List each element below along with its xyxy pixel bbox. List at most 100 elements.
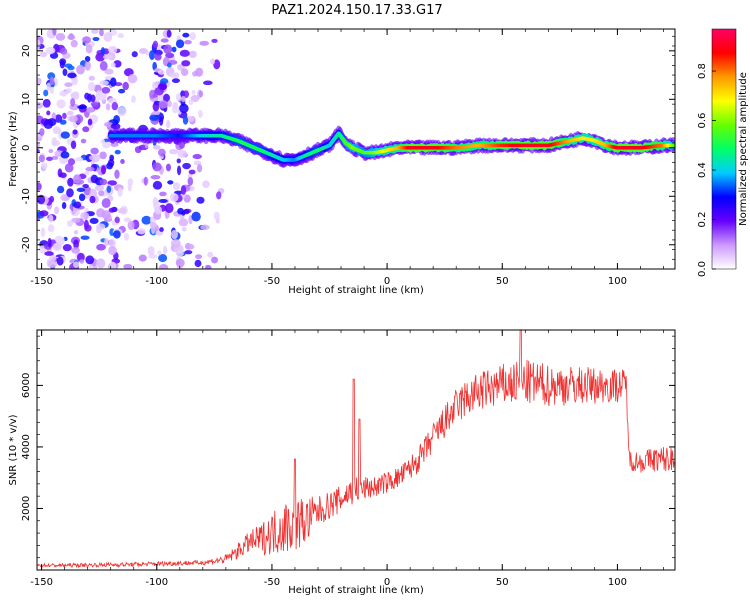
noise-speckle [82, 183, 89, 189]
noise-speckle [59, 58, 67, 66]
noise-speckle [182, 32, 190, 38]
noise-speckle [159, 227, 164, 232]
noise-speckle [187, 176, 194, 186]
noise-speckle [213, 59, 221, 70]
noise-speckle [117, 207, 127, 214]
noise-speckle [44, 251, 54, 256]
y-tick-label: 10 [21, 93, 32, 106]
noise-speckle [108, 261, 117, 269]
noise-speckle [73, 174, 82, 184]
noise-speckle [118, 88, 126, 94]
noise-speckle [127, 73, 138, 84]
noise-speckle [181, 60, 191, 67]
noise-speckle [100, 47, 105, 56]
x-tick-label: -50 [264, 577, 280, 588]
colorbar-label: Normalized spectral amplitude [738, 72, 749, 226]
noise-speckle [181, 227, 187, 232]
noise-speckle [90, 29, 99, 34]
noise-speckle [175, 93, 181, 102]
x-tick-label: -100 [145, 577, 168, 588]
noise-speckle [84, 193, 91, 199]
noise-speckle [48, 214, 54, 223]
noise-speckle [167, 62, 172, 68]
noise-speckle [99, 61, 108, 71]
noise-speckle [62, 112, 67, 119]
noise-speckle [106, 185, 112, 193]
x-tick-label: 50 [496, 577, 509, 588]
noise-speckle [114, 82, 123, 87]
noise-speckle [122, 81, 129, 91]
noise-speckle [64, 163, 74, 173]
noise-speckle [171, 46, 177, 53]
noise-speckle [152, 110, 161, 116]
noise-speckle [56, 185, 65, 194]
noise-speckle [175, 39, 185, 49]
x-tick-label: 100 [608, 577, 627, 588]
noise-speckle [158, 198, 168, 204]
noise-speckle [73, 201, 82, 209]
y-tick-label: -10 [21, 188, 32, 204]
noise-speckle [180, 95, 186, 103]
noise-speckle [213, 211, 220, 220]
noise-speckle [108, 245, 117, 256]
noise-speckle [137, 228, 146, 235]
noise-speckle [37, 142, 40, 149]
noise-speckle [51, 137, 58, 147]
spectrogram-y-ticks: -20 -10 0 10 20 [21, 35, 675, 270]
noise-speckle [184, 250, 193, 255]
noise-speckle [41, 166, 46, 172]
noise-speckle [160, 38, 169, 43]
noise-speckle [168, 148, 179, 155]
noise-speckle [88, 81, 96, 92]
snr-plot-area [37, 330, 675, 569]
noise-speckle [207, 251, 214, 258]
spectrogram-x-ticks: -150 -100 -50 0 50 100 [30, 29, 664, 287]
noise-speckle [198, 90, 204, 98]
noise-speckle [85, 166, 95, 172]
noise-speckle [47, 224, 55, 233]
noise-speckle [182, 116, 189, 125]
noise-speckle [171, 78, 180, 84]
snr-frame [36, 329, 676, 571]
noise-speckle [73, 230, 79, 235]
noise-speckle [176, 158, 181, 164]
noise-speckle [60, 151, 70, 159]
noise-speckle [56, 256, 64, 266]
noise-speckle [108, 238, 117, 248]
noise-speckle [51, 155, 59, 160]
spectrogram-x-axis-label: Height of straight line (km) [288, 285, 424, 296]
noise-speckle [191, 211, 201, 222]
noise-speckle [84, 56, 91, 62]
noise-speckle [184, 243, 195, 250]
snr-x-axis-label: Height of straight line (km) [288, 585, 424, 596]
noise-speckle [190, 94, 200, 103]
noise-speckle [159, 191, 167, 197]
noise-speckle [90, 101, 99, 107]
x-tick-label: 0 [384, 276, 390, 287]
noise-speckle [189, 32, 196, 41]
noise-speckle [110, 123, 121, 130]
y-tick-label: -20 [21, 237, 32, 253]
noise-speckle [78, 193, 86, 202]
noise-speckle [114, 149, 121, 155]
noise-speckle [64, 82, 73, 87]
noise-speckle [89, 217, 99, 224]
noise-speckle [108, 207, 115, 213]
noise-speckle [176, 165, 182, 176]
noise-speckle [193, 160, 202, 166]
noise-speckle [163, 245, 168, 255]
noise-speckle [152, 93, 158, 98]
noise-speckle [79, 259, 85, 264]
noise-speckle [37, 102, 44, 109]
noise-speckle [123, 263, 133, 269]
noise-speckle [175, 258, 185, 268]
noise-speckle [70, 97, 76, 107]
noise-speckle [120, 159, 125, 165]
noise-speckle [82, 36, 91, 44]
x-tick-label: 0 [384, 577, 390, 588]
noise-speckle [196, 164, 203, 173]
noise-speckle [38, 154, 45, 163]
noise-speckle [67, 72, 77, 79]
noise-speckle [211, 38, 218, 43]
noise-speckle [73, 239, 79, 250]
